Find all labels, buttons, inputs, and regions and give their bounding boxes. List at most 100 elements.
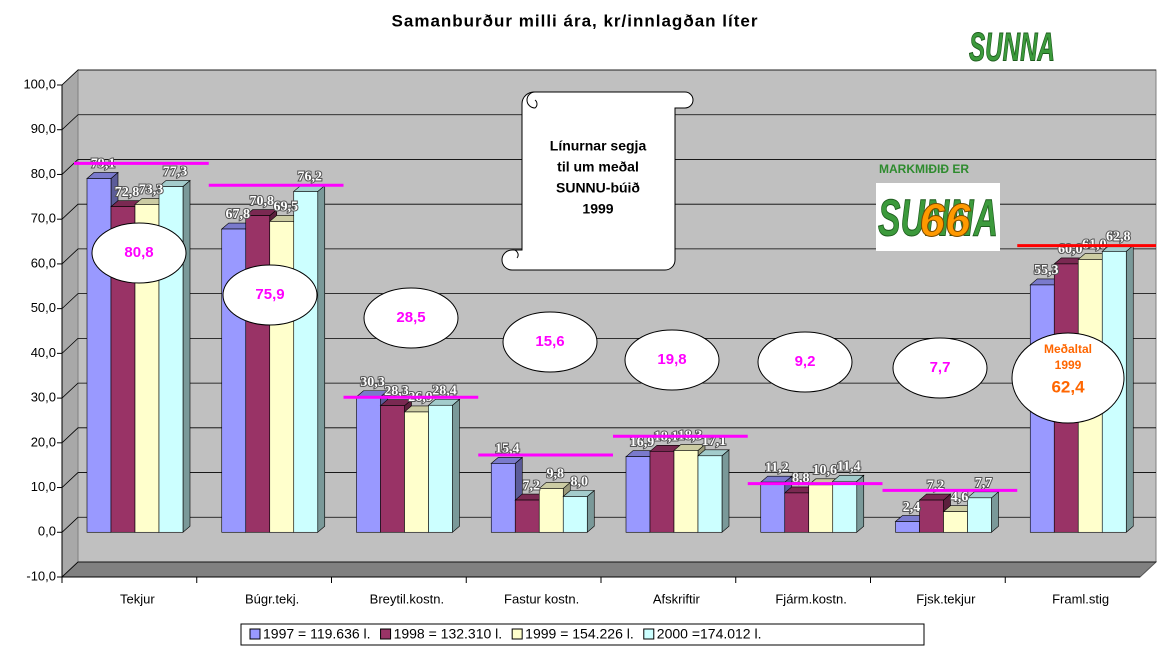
side-wall xyxy=(62,70,78,577)
y-tick-label: 20,0 xyxy=(31,434,56,449)
value-label: 62,8 xyxy=(1106,230,1131,245)
value-label: 72,8 xyxy=(115,185,140,200)
value-label: 9,8 xyxy=(547,467,565,482)
y-tick-label: 10,0 xyxy=(31,479,56,494)
bar-front xyxy=(563,496,587,532)
legend-label: 2000 =174.012 l. xyxy=(657,626,762,642)
bar-front xyxy=(920,500,944,532)
bar xyxy=(563,490,594,532)
x-tick-label: Búgr.tekj. xyxy=(245,591,299,606)
reference-label: 62,4 xyxy=(1051,377,1085,396)
value-label: 76,2 xyxy=(298,170,323,185)
average-year: 1999 xyxy=(1055,358,1082,372)
value-label: 73,3 xyxy=(139,183,164,198)
y-tick-label: 0,0 xyxy=(38,524,56,539)
bar-front xyxy=(626,457,650,533)
bar xyxy=(968,492,999,532)
bar-front xyxy=(515,500,539,532)
legend-swatch xyxy=(250,629,260,639)
bar-side xyxy=(183,181,190,533)
bar-side xyxy=(453,399,460,532)
legend-swatch xyxy=(512,629,522,639)
bar-front xyxy=(357,397,381,533)
bar-side xyxy=(587,490,594,532)
callout: Línurnar segja til um meðal SUNNU-búið 1999 xyxy=(502,92,693,270)
bar-side xyxy=(722,450,729,532)
bar-side xyxy=(1126,245,1133,532)
value-label: 8,0 xyxy=(571,475,589,490)
y-tick-label: 70,0 xyxy=(31,211,56,226)
y-tick-label: 100,0 xyxy=(23,76,56,91)
legend-swatch xyxy=(644,629,654,639)
bar-front xyxy=(785,493,809,532)
y-tick-label: 80,0 xyxy=(31,166,56,181)
bar-front xyxy=(896,522,920,533)
bar-front xyxy=(698,456,722,532)
value-label: 4,6 xyxy=(951,490,969,505)
bar xyxy=(429,399,460,532)
reference-label: 19,8 xyxy=(657,351,686,368)
x-tick-label: Framl.stig xyxy=(1052,591,1109,606)
value-label: 7,7 xyxy=(975,476,993,491)
callout-text: til um meðal xyxy=(557,159,639,175)
bar-front xyxy=(246,216,270,533)
bar-front xyxy=(674,450,698,532)
bar-side xyxy=(992,492,999,532)
legend-label: 1997 = 119.636 l. xyxy=(263,626,371,642)
bar xyxy=(698,450,729,532)
callout-text: 1999 xyxy=(582,201,613,217)
reference-label: 7,7 xyxy=(930,359,951,376)
goal-text: MARKMIÐIÐ ER xyxy=(879,162,969,176)
x-tick-label: Tekjur xyxy=(120,591,155,606)
bar-front xyxy=(809,485,833,532)
bar-front xyxy=(429,405,453,532)
value-label: 10,6 xyxy=(813,463,838,478)
reference-label: 80,8 xyxy=(124,244,153,261)
bar-side xyxy=(318,185,325,532)
y-tick-label: -10,0 xyxy=(26,568,56,583)
y-tick-label: 60,0 xyxy=(31,255,56,270)
x-tick-label: Afskriftir xyxy=(653,591,701,606)
value-label: 2,4 xyxy=(903,500,921,515)
value-label: 70,8 xyxy=(250,194,275,209)
bar-front xyxy=(650,451,674,532)
x-tick-label: Breytil.kostn. xyxy=(370,591,444,606)
legend-label: 1998 = 132.310 l. xyxy=(394,626,503,642)
y-tick-label: 40,0 xyxy=(31,345,56,360)
reference-label: 28,5 xyxy=(396,309,425,326)
value-label: 11,4 xyxy=(837,460,861,475)
bar-front xyxy=(294,191,318,532)
y-tick-label: 30,0 xyxy=(31,390,56,405)
callout-text: Línurnar segja xyxy=(550,138,647,154)
callout-text: SUNNU-búið xyxy=(556,180,640,196)
average-label: Meðaltal xyxy=(1044,342,1092,356)
value-label: 30,3 xyxy=(360,375,385,390)
x-tick-label: Fjárm.kostn. xyxy=(775,591,847,606)
logo: SUNNA xyxy=(969,26,1055,70)
bar-front xyxy=(761,482,785,532)
bar-front xyxy=(405,412,429,532)
legend-label: 1999 = 154.226 l. xyxy=(525,626,634,642)
value-label: 55,3 xyxy=(1034,263,1059,278)
value-label: 69,5 xyxy=(274,200,299,215)
chart: Samanburður milli ára, kr/innlagðan líte… xyxy=(0,0,1157,646)
x-tick-label: Fjsk.tekjur xyxy=(916,591,976,606)
bar-front xyxy=(833,481,857,532)
value-label: 67,8 xyxy=(226,207,251,222)
value-label: 7,2 xyxy=(523,478,541,493)
floor xyxy=(62,562,1156,577)
bar-front xyxy=(944,512,968,533)
y-tick-label: 50,0 xyxy=(31,300,56,315)
legend-swatch xyxy=(381,629,391,639)
chart-title: Samanburður milli ára, kr/innlagðan líte… xyxy=(392,11,759,30)
bar-front xyxy=(968,498,992,532)
bar-front xyxy=(491,463,515,532)
value-label: 77,3 xyxy=(163,165,188,180)
reference-label: 75,9 xyxy=(255,286,284,303)
value-label: 11,2 xyxy=(765,460,789,475)
bar-front xyxy=(539,488,563,532)
reference-label: 9,2 xyxy=(795,353,816,370)
x-tick-label: Fastur kostn. xyxy=(504,591,579,606)
bar xyxy=(294,185,325,532)
bar-front xyxy=(381,406,405,533)
